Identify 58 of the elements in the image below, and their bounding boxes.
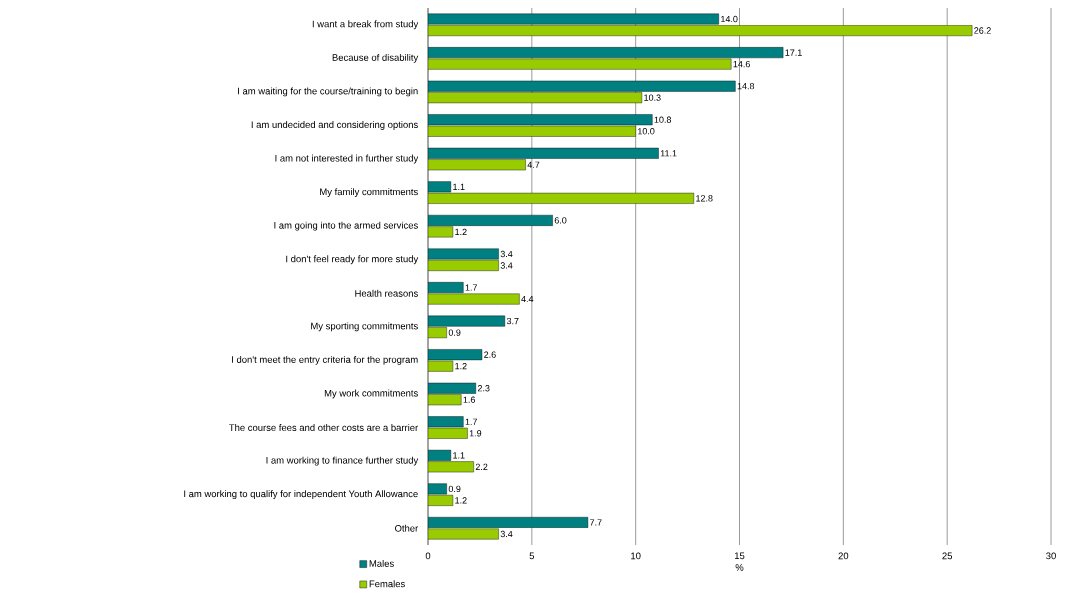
data-label: 3.4: [500, 262, 513, 269]
data-label: 11.1: [660, 150, 677, 157]
data-label: 12.8: [696, 195, 713, 202]
data-label: 1.2: [455, 228, 467, 236]
data-label: 0.9: [448, 485, 461, 493]
y-tick-label: Other: [395, 524, 419, 532]
data-label: 3.7: [506, 317, 519, 325]
data-label: 3.4: [500, 530, 513, 538]
y-tick-label: My family commitments: [320, 188, 418, 198]
y-tick-label: Health reasons: [355, 289, 418, 297]
y-tick-label: I am going into the armed services: [274, 221, 418, 231]
y-tick-label: I am working to finance further study: [266, 456, 419, 466]
legend-label: Females: [369, 580, 405, 588]
y-tick-label: I am working to qualify for independent Youth Allowance: [184, 490, 418, 500]
data-label: 1.2: [455, 363, 467, 370]
x-axis-title: %: [735, 564, 744, 571]
data-label: 2.3: [477, 385, 490, 392]
data-label: 6.0: [554, 217, 567, 224]
y-tick-label: I am not interested in further study: [275, 154, 419, 164]
data-label: 14.0: [721, 15, 738, 23]
data-label: 1.1: [453, 183, 465, 190]
legend-label: Males: [369, 559, 394, 567]
data-label: 1.7: [465, 418, 478, 425]
x-tick-label: 0: [425, 552, 431, 560]
x-tick-label: 30: [1046, 552, 1056, 560]
data-label: 14.8: [737, 82, 755, 90]
data-label: 10.8: [654, 116, 672, 123]
data-label: 1.9: [469, 430, 482, 437]
y-tick-label: Because of disability: [332, 53, 419, 63]
data-label: 2.2: [475, 463, 488, 470]
y-tick-label: I am undecided and considering options: [251, 121, 418, 130]
data-label: 0.9: [448, 329, 461, 336]
y-tick-label: My work commitments: [324, 389, 418, 399]
x-tick-label: 25: [942, 552, 953, 560]
y-tick-label: I don't meet the entry criteria for the program: [232, 356, 418, 365]
data-label: 14.6: [733, 60, 750, 68]
data-label: 17.1: [785, 49, 802, 56]
y-tick-label: I am waiting for the course/training to begin: [238, 87, 418, 97]
x-tick-label: 15: [734, 552, 745, 560]
y-tick-label: My sporting commitments: [311, 322, 418, 332]
data-label: 1.1: [453, 452, 465, 459]
data-label: 1.2: [455, 497, 467, 504]
data-label: 4.7: [527, 161, 540, 168]
data-label: 10.3: [644, 94, 661, 101]
data-label: 4.4: [521, 295, 534, 303]
y-tick-label: I don't feel ready for more study: [286, 255, 419, 265]
x-tick-label: 5: [529, 552, 535, 560]
data-label: 2.6: [484, 351, 496, 358]
x-tick-label: 20: [838, 552, 849, 560]
data-label: 1.6: [463, 396, 475, 403]
y-tick-label: The course fees and other costs are a barrier: [229, 424, 419, 432]
data-label: 1.7: [465, 284, 478, 291]
y-tick-label: I want a break from study: [312, 20, 419, 30]
data-label: 26.2: [974, 27, 991, 34]
data-label: 3.4: [500, 250, 513, 258]
data-label: 10.0: [638, 128, 655, 135]
x-tick-label: 10: [631, 552, 641, 560]
data-label: 7.7: [590, 519, 602, 526]
